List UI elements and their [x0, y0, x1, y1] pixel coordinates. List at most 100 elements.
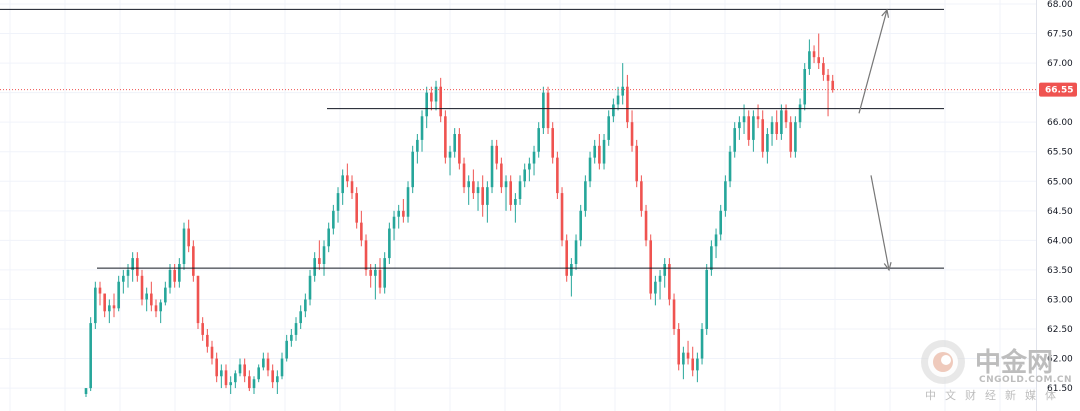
candle-body — [196, 275, 200, 324]
candle — [663, 258, 667, 288]
candle-body — [299, 311, 302, 324]
candle-body — [644, 210, 648, 241]
candle — [150, 281, 153, 312]
candle — [108, 299, 111, 324]
candle — [145, 287, 148, 312]
candle — [341, 169, 344, 205]
candle-body — [626, 86, 629, 123]
candle-body — [668, 264, 671, 300]
candle — [514, 193, 517, 223]
candle-body — [290, 334, 293, 341]
candle — [542, 86, 545, 134]
candle-body — [612, 104, 615, 117]
candle-body — [271, 370, 274, 383]
candle-body — [495, 145, 498, 164]
candle-body — [360, 222, 363, 241]
candle — [789, 116, 793, 158]
candle — [546, 86, 550, 134]
candle — [570, 258, 573, 297]
candle-body — [518, 181, 522, 199]
candle — [602, 134, 606, 170]
candle — [686, 340, 690, 365]
candle — [420, 110, 424, 152]
candle — [677, 323, 681, 371]
candle — [616, 86, 620, 111]
candle — [285, 334, 288, 362]
last-price-tag: 66.55 — [1039, 82, 1077, 97]
candle — [775, 110, 779, 140]
candle-body — [733, 128, 737, 152]
candle-body — [504, 181, 508, 188]
candle-body — [570, 264, 573, 276]
candle-body — [411, 151, 414, 188]
candle — [612, 98, 615, 123]
candle-body — [416, 139, 419, 152]
drawing-arrows — [858, 8, 892, 272]
candle-body — [308, 275, 312, 300]
candle-body — [635, 145, 639, 182]
candle-body — [201, 323, 204, 335]
candle — [266, 352, 270, 377]
candle-body — [514, 199, 517, 205]
down-arrow-shaft — [870, 175, 890, 271]
y-tick-label: 65.50 — [1047, 148, 1073, 158]
candle-body — [551, 128, 554, 158]
candle — [798, 98, 802, 129]
candle-body — [182, 228, 186, 264]
candle — [817, 33, 821, 69]
candle — [831, 74, 835, 93]
candle — [626, 74, 629, 129]
candle — [84, 388, 88, 397]
candle — [136, 252, 139, 282]
candle — [481, 175, 484, 217]
candle-body — [574, 240, 578, 264]
candle — [728, 145, 732, 188]
candle-body — [294, 323, 298, 335]
candle-body — [677, 329, 681, 365]
candle-body — [761, 119, 765, 152]
candle-body — [766, 134, 769, 152]
watermark-url: CNGOLD.COM.CN — [979, 375, 1072, 385]
candle-body — [126, 269, 130, 276]
candle — [140, 269, 144, 306]
candle — [164, 281, 167, 306]
candle-body — [654, 281, 657, 294]
candle-body — [784, 110, 788, 123]
candle-body — [322, 246, 326, 264]
candle-body — [481, 187, 484, 205]
candle-body — [714, 234, 718, 247]
candle — [159, 299, 162, 324]
candle-body — [528, 163, 531, 170]
candle — [154, 299, 158, 318]
candle-body — [234, 373, 237, 383]
candle-body — [593, 145, 597, 158]
candle — [644, 204, 648, 247]
candle-body — [112, 305, 116, 309]
candle — [350, 175, 354, 199]
candle-body — [584, 181, 587, 211]
candle — [117, 275, 120, 312]
candle-body — [682, 352, 685, 365]
candle-body — [406, 187, 410, 217]
candle — [528, 157, 531, 182]
candle — [598, 134, 601, 170]
candle — [215, 352, 218, 383]
candle — [322, 240, 326, 276]
candle — [588, 151, 592, 188]
candle-body — [248, 376, 251, 389]
candle-body — [420, 116, 424, 140]
candle-body — [462, 163, 466, 188]
candle-body — [453, 134, 456, 152]
candle-body — [266, 358, 270, 371]
candle — [822, 57, 825, 81]
candle — [327, 222, 330, 253]
candle-body — [588, 157, 592, 182]
candle — [682, 346, 685, 380]
candle-body — [145, 293, 148, 300]
candle — [719, 204, 723, 241]
last-price-tag-label: 66.55 — [1045, 86, 1073, 96]
candle — [560, 187, 564, 247]
candle-body — [332, 210, 335, 229]
candle-body — [425, 92, 428, 117]
